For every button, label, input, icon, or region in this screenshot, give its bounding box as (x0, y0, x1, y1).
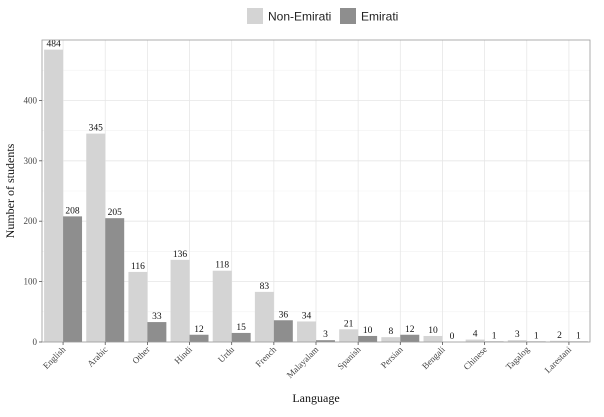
data-label: 10 (428, 326, 438, 336)
bar-non-emirati-chinese (465, 339, 485, 342)
y-axis-title: Number of students (3, 143, 17, 238)
data-label: 136 (173, 250, 188, 260)
data-label: 10 (363, 326, 373, 336)
data-label: 34 (302, 311, 312, 321)
x-tick-label: Hindi (172, 344, 194, 366)
x-tick-label: Bengali (420, 344, 447, 371)
bars (44, 49, 588, 342)
y-axis: 0 100 200 300 400 (24, 95, 42, 347)
bar-emirati-spanish (358, 335, 378, 342)
data-label: 3 (323, 330, 328, 340)
data-label: 0 (450, 332, 455, 342)
legend-label: Emirati (361, 10, 398, 24)
data-label: 33 (152, 312, 162, 322)
x-tick-label: Malayalam (285, 344, 321, 380)
data-label: 205 (108, 208, 123, 218)
data-label: 15 (236, 323, 246, 333)
bar-non-emirati-tagalog (507, 340, 527, 342)
x-tick-label: Larestani (543, 344, 574, 375)
data-label: 118 (215, 261, 229, 271)
data-label: 2 (557, 331, 562, 341)
bar-emirati-malayalam (316, 340, 335, 342)
bar-emirati-french (273, 320, 293, 342)
data-label: 36 (279, 310, 289, 320)
data-label: 116 (131, 262, 145, 272)
legend-swatch-emirati (340, 8, 356, 24)
data-label: 83 (260, 282, 270, 292)
data-label: 1 (492, 331, 497, 341)
data-label: 8 (388, 327, 393, 337)
x-axis: English Arabic Other Hindi Urdu French Malayal… (41, 342, 574, 380)
bar-non-emirati-persian (381, 337, 401, 342)
data-label: 3 (515, 330, 520, 340)
data-label: 1 (576, 331, 581, 341)
legend-label: Non-Emirati (268, 10, 331, 24)
x-tick-label: Persian (379, 344, 405, 370)
bar-non-emirati-spanish (339, 329, 359, 342)
data-label: 208 (65, 206, 80, 216)
bar-non-emirati-bengali (423, 335, 443, 342)
bar-non-emirati-malayalam (297, 321, 316, 342)
bar-non-emirati-french (254, 291, 274, 342)
bar-non-emirati-other (128, 271, 148, 342)
data-label: 12 (194, 325, 204, 335)
bar-non-emirati-hindi (170, 259, 190, 342)
data-label: 4 (473, 330, 478, 340)
data-label: 21 (344, 319, 354, 329)
data-label: 484 (46, 40, 61, 50)
x-tick-label: French (254, 344, 279, 369)
x-tick-label: Urdu (216, 344, 237, 365)
x-tick-label: English (41, 344, 68, 371)
legend-swatch-non-emirati (247, 8, 263, 24)
x-axis-title: Language (292, 391, 339, 405)
y-tick-label: 0 (33, 337, 38, 347)
y-tick-label: 200 (24, 216, 38, 226)
x-tick-label: Spanish (335, 344, 363, 372)
bar-non-emirati-arabic (86, 133, 106, 342)
data-label: 1 (534, 331, 539, 341)
bar-non-emirati-urdu (212, 270, 232, 342)
x-tick-label: Tagalog (504, 344, 532, 372)
data-label: 345 (89, 124, 104, 134)
bar-emirati-other (147, 322, 167, 342)
y-tick-label: 300 (24, 156, 38, 166)
y-tick-label: 400 (24, 95, 38, 105)
data-label: 12 (405, 325, 415, 335)
y-tick-label: 100 (24, 277, 38, 287)
bar-non-emirati-english (44, 49, 64, 342)
legend: Non-Emirati Emirati (247, 8, 398, 24)
x-tick-label: Other (130, 344, 152, 366)
x-tick-label: Arabic (85, 344, 109, 368)
bar-emirati-arabic (105, 218, 125, 342)
bar-emirati-urdu (231, 332, 251, 342)
bar-emirati-hindi (189, 334, 209, 342)
bar-emirati-english (63, 216, 83, 342)
x-tick-label: Chinese (461, 344, 489, 372)
bar-non-emirati-larestani (549, 340, 569, 342)
bar-emirati-persian (400, 334, 420, 342)
